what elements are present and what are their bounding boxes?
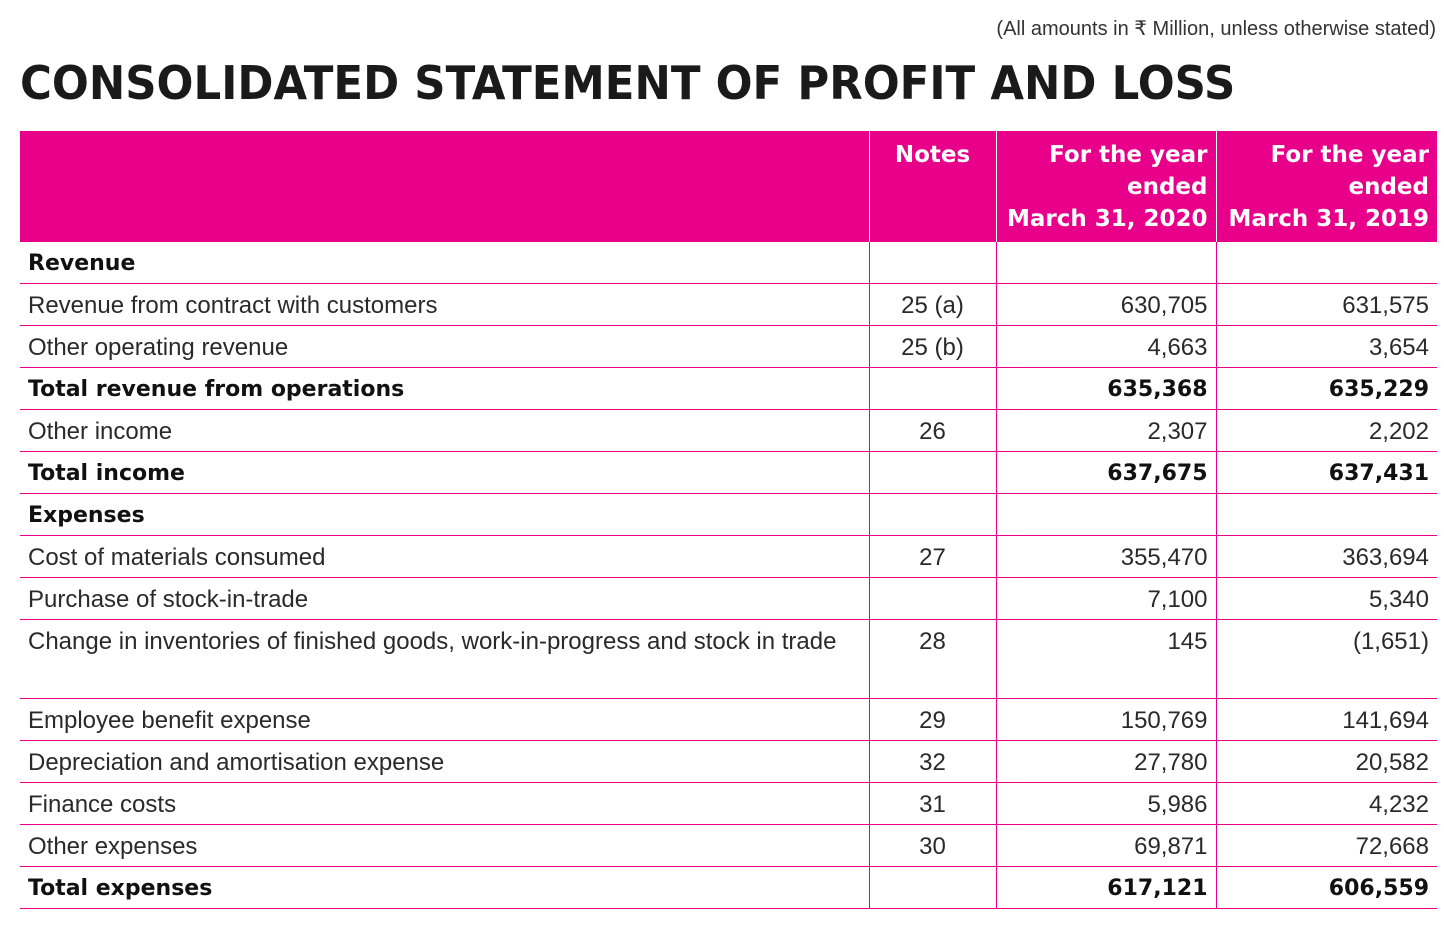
- table-header-row: Notes For the year ended March 31, 2020 …: [20, 131, 1437, 242]
- row-label: Other operating revenue: [20, 325, 870, 368]
- header-year-2020-line3: March 31, 2020: [1006, 206, 1208, 232]
- header-year-2020-line2: ended: [1127, 174, 1208, 200]
- table-row: Other income 26 2,307 2,202: [20, 409, 1437, 452]
- row-value-2020: [996, 241, 1217, 284]
- row-value-2019: 631,575: [1216, 283, 1437, 326]
- row-value-2019: 141,694: [1216, 698, 1437, 741]
- row-label: Other expenses: [20, 824, 870, 867]
- header-year-2019: For the year ended March 31, 2019: [1216, 131, 1437, 242]
- row-value-2020: 2,307: [996, 409, 1217, 452]
- row-value-2019: 72,668: [1216, 824, 1437, 867]
- row-notes: [869, 493, 997, 536]
- table-row: Depreciation and amortisation expense 32 2…: [20, 740, 1437, 783]
- row-notes: 26: [869, 409, 997, 452]
- row-value-2019: 3,654: [1216, 325, 1437, 368]
- row-notes: 25 (b): [869, 325, 997, 368]
- row-label: Depreciation and amortisation expense: [20, 740, 870, 783]
- row-value-2019: 606,559: [1216, 866, 1437, 909]
- row-label: Cost of materials consumed: [20, 535, 870, 578]
- row-value-2020: 5,986: [996, 782, 1217, 825]
- table-body: Revenue Revenue from contract with custo…: [20, 241, 1437, 909]
- row-value-2019: [1216, 493, 1437, 536]
- row-value-2020: 617,121: [996, 866, 1217, 909]
- units-note: (All amounts in ₹ Million, unless otherw…: [996, 18, 1436, 40]
- table-row: Revenue: [20, 241, 1437, 284]
- header-description: [20, 131, 870, 242]
- row-value-2020: 150,769: [996, 698, 1217, 741]
- header-year-2020: For the year ended March 31, 2020: [996, 131, 1217, 242]
- row-notes: [869, 241, 997, 284]
- row-value-2019: 363,694: [1216, 535, 1437, 578]
- table-row: Cost of materials consumed 27 355,470 363,6…: [20, 535, 1437, 578]
- row-value-2019: 5,340: [1216, 577, 1437, 620]
- row-notes: 25 (a): [869, 283, 997, 326]
- row-label: Total expenses: [20, 866, 870, 909]
- profit-loss-table: Notes For the year ended March 31, 2020 …: [20, 131, 1437, 909]
- row-notes: 29: [869, 698, 997, 741]
- table-row: Other expenses 30 69,871 72,668: [20, 824, 1437, 867]
- row-notes: 28: [869, 619, 997, 699]
- row-value-2019: [1216, 241, 1437, 284]
- row-value-2020: 355,470: [996, 535, 1217, 578]
- row-notes: 27: [869, 535, 997, 578]
- table-row: Total revenue from operations 635,368 635,…: [20, 367, 1437, 410]
- row-notes: [869, 866, 997, 909]
- table-row: Total income 637,675 637,431: [20, 451, 1437, 494]
- table-row: Finance costs 31 5,986 4,232: [20, 782, 1437, 825]
- row-value-2020: 635,368: [996, 367, 1217, 410]
- row-value-2019: (1,651): [1216, 619, 1437, 699]
- row-value-2020: 145: [996, 619, 1217, 699]
- row-label: Expenses: [20, 493, 870, 536]
- row-value-2020: 637,675: [996, 451, 1217, 494]
- row-label: Change in inventories of finished goods,…: [20, 619, 870, 699]
- table-row: Total expenses 617,121 606,559: [20, 866, 1437, 909]
- row-value-2019: 635,229: [1216, 367, 1437, 410]
- row-notes: [869, 577, 997, 620]
- row-label: Total income: [20, 451, 870, 494]
- table-row: Change in inventories of finished goods,…: [20, 619, 1437, 699]
- row-label: Finance costs: [20, 782, 870, 825]
- row-value-2020: [996, 493, 1217, 536]
- table-row: Revenue from contract with customers 25 (…: [20, 283, 1437, 326]
- row-value-2020: 4,663: [996, 325, 1217, 368]
- header-notes: Notes: [869, 131, 997, 242]
- table-row: Purchase of stock-in-trade 7,100 5,340: [20, 577, 1437, 620]
- table-row: Expenses: [20, 493, 1437, 536]
- header-year-2020-line1: For the year: [1049, 142, 1208, 168]
- row-label: Total revenue from operations: [20, 367, 870, 410]
- row-notes: 32: [869, 740, 997, 783]
- row-value-2019: 2,202: [1216, 409, 1437, 452]
- header-year-2019-line3: March 31, 2019: [1228, 206, 1429, 232]
- row-label: Revenue: [20, 241, 870, 284]
- row-label: Other income: [20, 409, 870, 452]
- row-label: Purchase of stock-in-trade: [20, 577, 870, 620]
- row-value-2020: 69,871: [996, 824, 1217, 867]
- row-value-2019: 20,582: [1216, 740, 1437, 783]
- row-value-2020: 7,100: [996, 577, 1217, 620]
- row-notes: 30: [869, 824, 997, 867]
- row-notes: [869, 451, 997, 494]
- header-year-2019-line1: For the year: [1270, 142, 1429, 168]
- header-year-2019-line2: ended: [1348, 174, 1430, 200]
- row-value-2020: 27,780: [996, 740, 1217, 783]
- table-row: Employee benefit expense 29 150,769 141,694: [20, 698, 1437, 741]
- row-value-2019: 637,431: [1216, 451, 1437, 494]
- row-notes: [869, 367, 997, 410]
- row-label: Revenue from contract with customers: [20, 283, 870, 326]
- row-value-2020: 630,705: [996, 283, 1217, 326]
- row-label: Employee benefit expense: [20, 698, 870, 741]
- statement-title: CONSOLIDATED STATEMENT OF PROFIT AND LOS…: [20, 56, 1236, 110]
- table-row: Other operating revenue 25 (b) 4,663 3,654: [20, 325, 1437, 368]
- row-value-2019: 4,232: [1216, 782, 1437, 825]
- row-notes: 31: [869, 782, 997, 825]
